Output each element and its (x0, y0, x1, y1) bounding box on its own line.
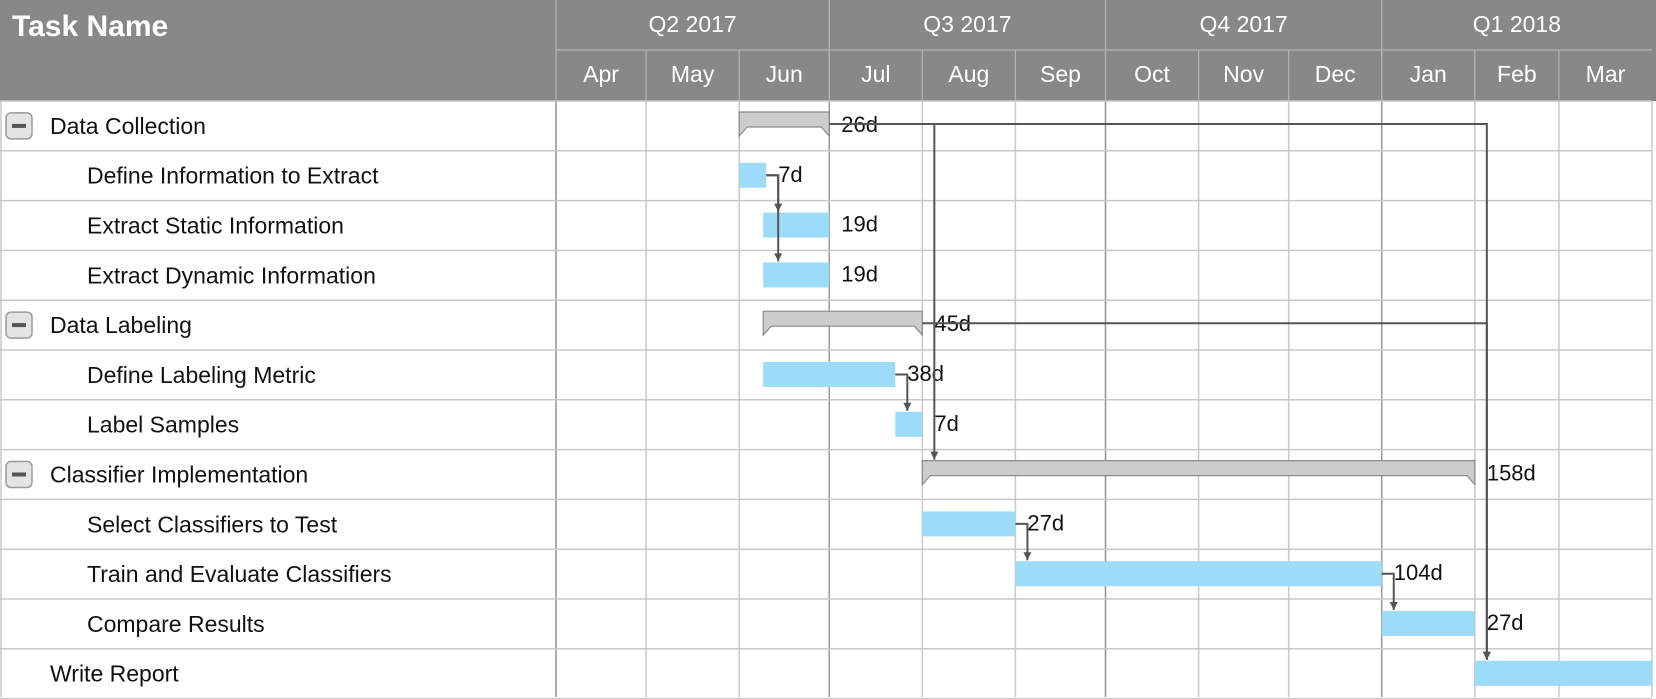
month-label: Nov (1223, 61, 1264, 87)
collapse-toggle-icon[interactable] (5, 112, 33, 140)
month-label: Oct (1134, 61, 1170, 87)
task-column-title: Task Name (12, 10, 168, 43)
dependency-arrow (829, 123, 936, 460)
duration-label: 104d (1394, 560, 1443, 585)
month-label: Apr (583, 61, 619, 87)
summary-bar[interactable] (762, 310, 923, 337)
dependency-arrowhead (930, 451, 939, 460)
dependency-arrow (766, 174, 780, 262)
dependency-arrow (1015, 522, 1029, 561)
summary-bar[interactable] (738, 111, 830, 138)
duration-label: 19d (841, 212, 878, 237)
task-name: Compare Results (87, 611, 265, 637)
task-bar[interactable] (922, 511, 1016, 537)
task-bar[interactable] (763, 212, 830, 238)
month-label: Jan (1410, 61, 1447, 87)
task-bar[interactable] (763, 262, 830, 288)
dependency-arrowhead (903, 402, 912, 411)
duration-label: 19d (841, 261, 878, 286)
quarter-label: Q4 2017 (1200, 11, 1288, 37)
quarter-label: Q2 2017 (648, 11, 736, 37)
duration-label: 7d (778, 162, 802, 187)
collapse-toggle-icon[interactable] (5, 460, 33, 489)
task-name: Train and Evaluate Classifiers (87, 561, 392, 587)
dependency-arrow (895, 373, 909, 411)
task-name: Define Labeling Metric (87, 362, 316, 388)
task-name: Data Labeling (50, 312, 192, 338)
dependency-arrow (922, 322, 1488, 660)
month-label: Sep (1040, 61, 1081, 87)
duration-label: 27d (1027, 510, 1064, 535)
task-name: Label Samples (87, 412, 239, 438)
task-bar[interactable] (1474, 660, 1652, 686)
task-bar[interactable] (895, 411, 923, 437)
task-name: Classifier Implementation (50, 462, 308, 488)
dependency-arrowhead (1482, 651, 1491, 660)
task-name: Define Information to Extract (87, 163, 379, 189)
task-name: Write Report (50, 661, 179, 687)
collapse-toggle-icon[interactable] (5, 311, 33, 339)
task-bar[interactable] (763, 362, 896, 387)
task-bar[interactable] (739, 162, 767, 188)
dependency-arrowhead (774, 253, 783, 262)
month-label: Jun (766, 61, 803, 87)
month-label: Dec (1315, 61, 1356, 87)
duration-label: 158d (1487, 461, 1536, 486)
duration-label: 38d (907, 361, 944, 386)
task-name: Extract Static Information (87, 213, 344, 239)
quarter-label: Q3 2017 (923, 11, 1011, 37)
task-bar[interactable] (1381, 611, 1475, 636)
summary-bar[interactable] (921, 460, 1476, 487)
task-name: Extract Dynamic Information (87, 262, 376, 288)
dependency-arrow (1381, 572, 1395, 610)
month-label: Aug (948, 61, 989, 87)
month-label: Jul (861, 61, 890, 87)
duration-label: 27d (1487, 610, 1524, 635)
task-name: Select Classifiers to Test (87, 511, 338, 537)
month-label: May (671, 61, 715, 87)
month-label: Feb (1497, 61, 1537, 87)
month-label: Mar (1586, 61, 1626, 87)
task-bar[interactable] (1015, 561, 1382, 587)
task-name: Data Collection (50, 113, 206, 139)
quarter-label: Q1 2018 (1473, 11, 1561, 37)
duration-label: 7d (934, 411, 958, 436)
dependency-arrowhead (1023, 552, 1032, 561)
dependency-arrowhead (1389, 602, 1398, 610)
